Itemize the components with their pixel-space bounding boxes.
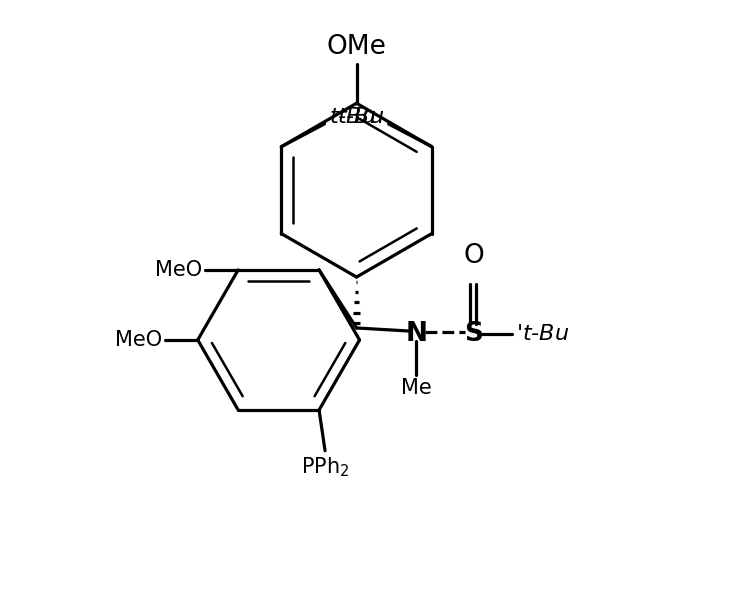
Text: N: N bbox=[405, 321, 427, 347]
Text: '$t$-Bu: '$t$-Bu bbox=[516, 324, 569, 344]
Text: S: S bbox=[464, 321, 483, 347]
Text: MeO: MeO bbox=[115, 330, 162, 350]
Text: $t$-Bu: $t$-Bu bbox=[329, 107, 376, 127]
Text: Me: Me bbox=[401, 377, 432, 398]
Text: OMe: OMe bbox=[327, 34, 387, 60]
Text: MeO: MeO bbox=[155, 260, 202, 280]
Text: O: O bbox=[463, 243, 484, 269]
Text: $t$-Bu: $t$-Bu bbox=[337, 107, 384, 127]
Text: PPh$_2$: PPh$_2$ bbox=[300, 456, 350, 479]
